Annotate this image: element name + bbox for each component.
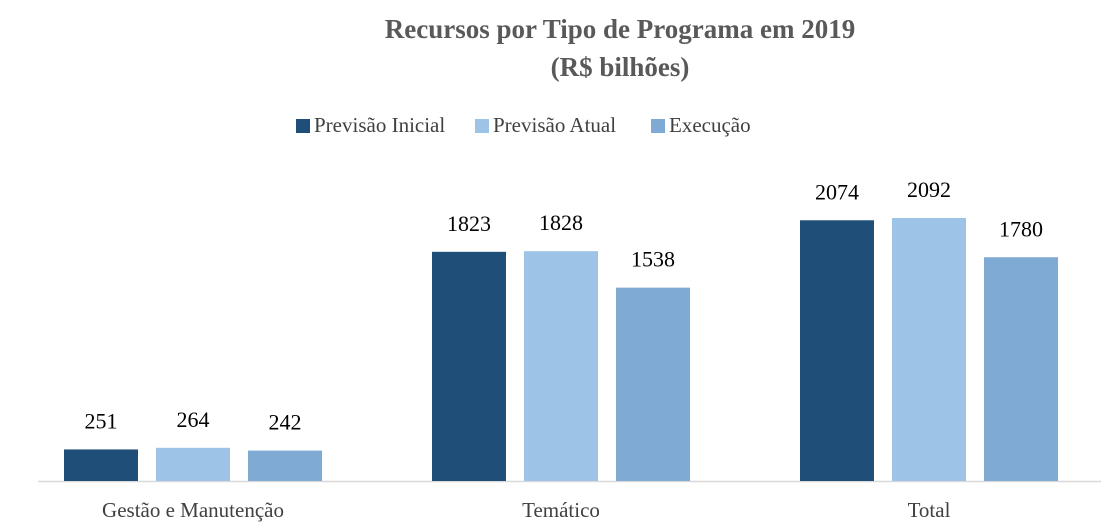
data-label: 1823 [447, 211, 491, 236]
bar [64, 449, 138, 481]
data-label: 1538 [631, 247, 675, 272]
x-tick-label: Total [908, 498, 951, 522]
data-label: 2092 [907, 177, 951, 202]
bar [524, 251, 598, 481]
data-label: 251 [85, 408, 118, 433]
data-label: 2074 [815, 179, 859, 204]
legend-label: Previsão Inicial [314, 113, 445, 137]
bar [892, 218, 966, 481]
bar [616, 287, 690, 481]
legend-label: Execução [669, 113, 751, 137]
legend-label: Previsão Atual [493, 113, 616, 137]
bar [432, 251, 506, 481]
x-tick-label: Temático [522, 498, 600, 522]
data-label: 1780 [999, 216, 1043, 241]
bar [800, 220, 874, 481]
legend-swatch [296, 119, 310, 133]
legend-swatch [651, 119, 665, 133]
data-label: 264 [177, 407, 210, 432]
x-tick-label: Gestão e Manutenção [102, 498, 284, 522]
bar [248, 450, 322, 481]
chart-title: Recursos por Tipo de Programa em 2019 [385, 14, 855, 44]
legend-swatch [475, 119, 489, 133]
data-label: 1828 [539, 210, 583, 235]
chart-title: (R$ bilhões) [551, 52, 690, 82]
bar [156, 447, 230, 481]
bar [984, 257, 1058, 481]
data-label: 242 [269, 410, 302, 435]
